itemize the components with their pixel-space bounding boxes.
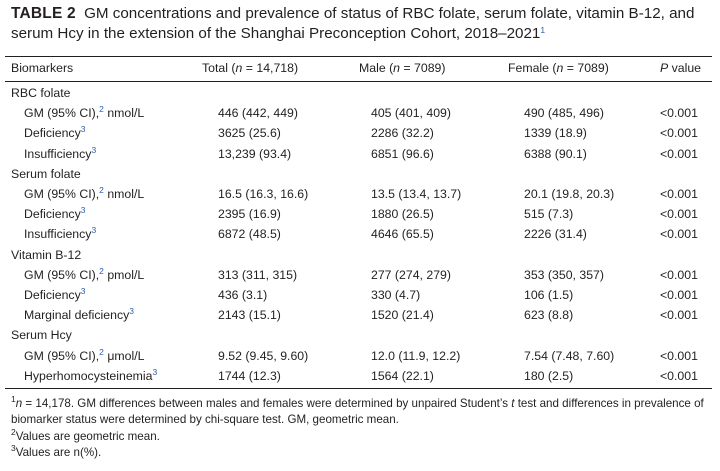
row-label: Deficiency3	[24, 124, 86, 141]
female-value: 6388 (90.1)	[524, 146, 587, 161]
footnote-2: 2Values are geometric mean.	[11, 427, 160, 443]
female-value: 20.1 (19.8, 20.3)	[524, 187, 615, 201]
male-value: 6851 (96.6)	[371, 146, 434, 161]
footnote-3: 3Values are n(%).	[11, 443, 102, 459]
total-value: 2143 (15.1)	[218, 308, 281, 323]
caption-text: GM concentrations and prevalence of stat…	[11, 5, 695, 42]
total-value: 2395 (16.9)	[218, 207, 281, 222]
total-value: 313 (311, 315)	[218, 267, 298, 282]
p-value: <0.001	[660, 146, 698, 161]
header-male: Male (n = 7089)	[359, 61, 446, 75]
table-row: GM (95% CI),2 μmol/L 9.52 (9.45, 9.60) 12.…	[0, 346, 720, 366]
row-label: GM (95% CI),2 nmol/L	[24, 185, 145, 201]
table-row: Insufficiency3 6872 (48.5) 4646 (65.5) 2226…	[0, 224, 720, 244]
header-p-value: P value	[660, 61, 702, 75]
p-value: <0.001	[660, 207, 698, 222]
section-row: Vitamin B-12	[0, 245, 720, 265]
table-caption: TABLE 2 GM concentrations and prevalence…	[11, 4, 711, 44]
table-row: GM (95% CI),2 nmol/L 16.5 (16.3, 16.6) 13.…	[0, 184, 720, 204]
male-value: 330 (4.7)	[371, 288, 421, 302]
section-title: Vitamin B-12	[11, 247, 82, 262]
p-value: <0.001	[660, 267, 698, 282]
footnote-1: 1n = 14,178. GM differences between male…	[11, 394, 704, 426]
section-title: Serum Hcy	[11, 328, 72, 343]
total-value: 436 (3.1)	[218, 288, 268, 302]
p-value: <0.001	[660, 126, 698, 141]
table-row: Hyperhomocysteinemia3 1744 (12.3) 1564 (22…	[0, 366, 720, 386]
male-value: 1520 (21.4)	[371, 308, 434, 323]
section-row: Serum Hcy	[0, 325, 720, 345]
male-value: 4646 (65.5)	[371, 227, 434, 242]
row-label: Marginal deficiency3	[24, 306, 134, 323]
row-label: Hyperhomocysteinemia3	[24, 366, 158, 383]
female-value: 515 (7.3)	[524, 207, 574, 222]
header-rule	[5, 81, 712, 82]
female-value: 490 (485, 496)	[524, 106, 604, 121]
row-label: Insufficiency3	[24, 225, 97, 242]
row-label: GM (95% CI),2 μmol/L	[24, 346, 145, 363]
table-row: Insufficiency3 13,239 (93.4) 6851 (96.6) 63…	[0, 144, 720, 164]
male-value: 277 (274, 279)	[371, 267, 451, 282]
table-row: Deficiency3 3625 (25.6) 2286 (32.2) 1339 (1…	[0, 123, 720, 143]
table-row: Marginal deficiency3 2143 (15.1) 1520 (21.…	[0, 305, 720, 325]
male-value: 12.0 (11.9, 12.2)	[371, 348, 461, 363]
section-title: RBC folate	[11, 86, 71, 100]
p-value: <0.001	[660, 227, 698, 242]
table-row: Deficiency3 436 (3.1) 330 (4.7) 106 (1.5) <0…	[0, 285, 720, 305]
total-value: 1744 (12.3)	[218, 368, 281, 383]
table-row: GM (95% CI),2 pmol/L 313 (311, 315) 277 (2…	[0, 265, 720, 285]
female-value: 2226 (31.4)	[524, 227, 587, 242]
section-row: Serum folate	[0, 164, 720, 184]
male-value: 1880 (26.5)	[371, 207, 434, 222]
section-row: RBC folate	[0, 83, 720, 103]
total-value: 16.5 (16.3, 16.6)	[218, 187, 309, 201]
table-header: Biomarkers Total (n = 14,718) Male (n = …	[0, 58, 720, 78]
female-value: 1339 (18.9)	[524, 126, 587, 141]
total-value: 9.52 (9.45, 9.60)	[218, 348, 309, 363]
male-value: 1564 (22.1)	[371, 368, 434, 383]
female-value: 7.54 (7.48, 7.60)	[524, 348, 615, 363]
table-row: GM (95% CI),2 nmol/L 446 (442, 449) 405 (4…	[0, 103, 720, 123]
header-biomarkers: Biomarkers	[11, 61, 74, 75]
top-rule	[5, 56, 712, 58]
header-total: Total (n = 14,718)	[202, 61, 299, 75]
p-value: <0.001	[660, 308, 698, 323]
p-value: <0.001	[660, 187, 698, 201]
table-label: TABLE 2	[11, 5, 76, 22]
row-label: Deficiency3	[24, 205, 86, 222]
table-row: Deficiency3 2395 (16.9) 1880 (26.5) 515 (7.…	[0, 204, 720, 224]
p-value: <0.001	[660, 368, 698, 383]
total-value: 3625 (25.6)	[218, 126, 281, 141]
bottom-rule	[5, 388, 712, 390]
male-value: 405 (401, 409)	[371, 106, 451, 121]
female-value: 106 (1.5)	[524, 288, 574, 302]
female-value: 623 (8.8)	[524, 308, 574, 323]
p-value: <0.001	[660, 288, 698, 302]
male-value: 2286 (32.2)	[371, 126, 434, 141]
section-title: Serum folate	[11, 166, 81, 181]
total-value: 446 (442, 449)	[218, 106, 298, 121]
female-value: 180 (2.5)	[524, 368, 574, 383]
header-female: Female (n = 7089)	[508, 61, 609, 75]
row-label: Insufficiency3	[24, 144, 97, 161]
total-value: 13,239 (93.4)	[218, 146, 292, 161]
male-value: 13.5 (13.4, 13.7)	[371, 187, 462, 201]
p-value: <0.001	[660, 106, 698, 121]
female-value: 353 (350, 357)	[524, 267, 604, 282]
row-label: GM (95% CI),2 nmol/L	[24, 104, 145, 121]
p-value: <0.001	[660, 348, 698, 363]
total-value: 6872 (48.5)	[218, 227, 281, 242]
row-label: GM (95% CI),2 pmol/L	[24, 265, 145, 282]
caption-footnote-ref: 1	[540, 25, 546, 35]
row-label: Deficiency3	[24, 286, 86, 302]
